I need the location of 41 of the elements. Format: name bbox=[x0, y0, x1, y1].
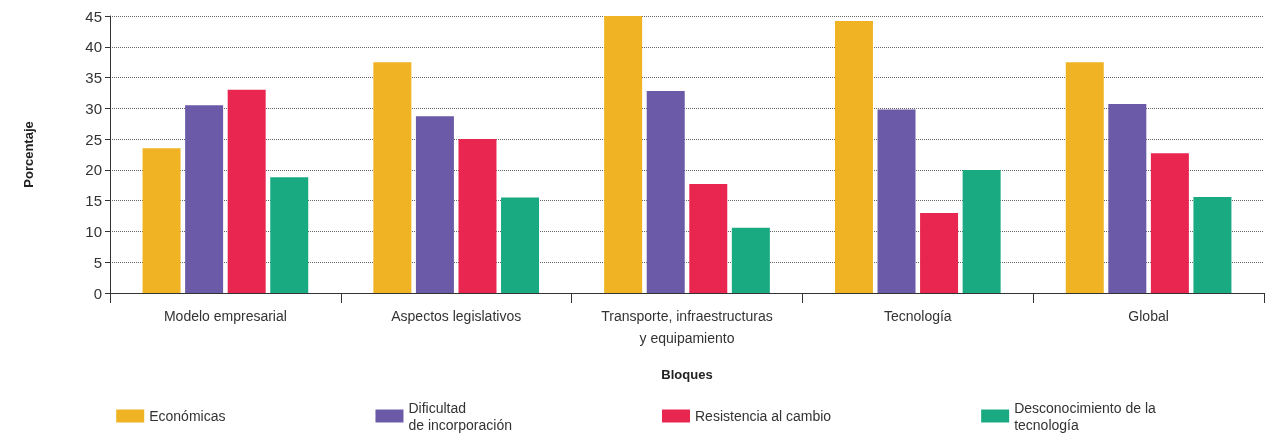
y-tick-label: 35 bbox=[85, 69, 102, 87]
bar bbox=[373, 62, 412, 293]
x-tick-label: Tecnología bbox=[883, 308, 952, 324]
bar bbox=[415, 116, 454, 293]
x-tick-label: Global bbox=[1128, 308, 1169, 324]
y-axis-title: Porcentaje bbox=[21, 121, 36, 188]
bar bbox=[689, 184, 728, 293]
y-tick-label: 10 bbox=[85, 222, 102, 240]
x-tick-label: Aspectos legislativos bbox=[391, 308, 522, 324]
bar bbox=[962, 169, 1001, 293]
bar bbox=[1150, 153, 1189, 293]
y-tick-label: 45 bbox=[85, 7, 102, 25]
y-tick-label: 30 bbox=[85, 99, 102, 117]
bar bbox=[920, 212, 959, 293]
bar bbox=[142, 148, 181, 293]
bar bbox=[501, 197, 540, 293]
bar bbox=[877, 109, 916, 293]
legend-label: Dificultad de incorporación bbox=[408, 399, 512, 433]
y-tick-label: 20 bbox=[85, 161, 102, 179]
bar bbox=[731, 227, 770, 293]
bar bbox=[227, 89, 266, 293]
bar bbox=[834, 20, 873, 293]
y-tick-label: 15 bbox=[85, 192, 102, 210]
bar bbox=[646, 91, 685, 293]
bar bbox=[1065, 62, 1104, 293]
y-tick-label: 0 bbox=[93, 284, 102, 302]
bar bbox=[604, 16, 643, 293]
y-tick-label: 40 bbox=[85, 38, 102, 56]
bar bbox=[458, 139, 497, 293]
y-tick-label: 5 bbox=[93, 253, 102, 271]
x-axis-title: Bloques bbox=[661, 367, 713, 382]
x-tick-label: Transporte, infraestructuras y equipamiento bbox=[601, 308, 773, 346]
x-tick-label: Modelo empresarial bbox=[163, 308, 287, 324]
bar bbox=[270, 177, 309, 293]
y-tick-label: 25 bbox=[85, 130, 102, 148]
legend-label: Económicas bbox=[149, 408, 226, 424]
legend-label: Desconocimiento de la tecnología bbox=[1014, 399, 1156, 433]
bar bbox=[1108, 104, 1147, 293]
legend-label: Resistencia al cambio bbox=[694, 408, 832, 424]
bar bbox=[1193, 196, 1232, 293]
bar bbox=[185, 105, 224, 293]
